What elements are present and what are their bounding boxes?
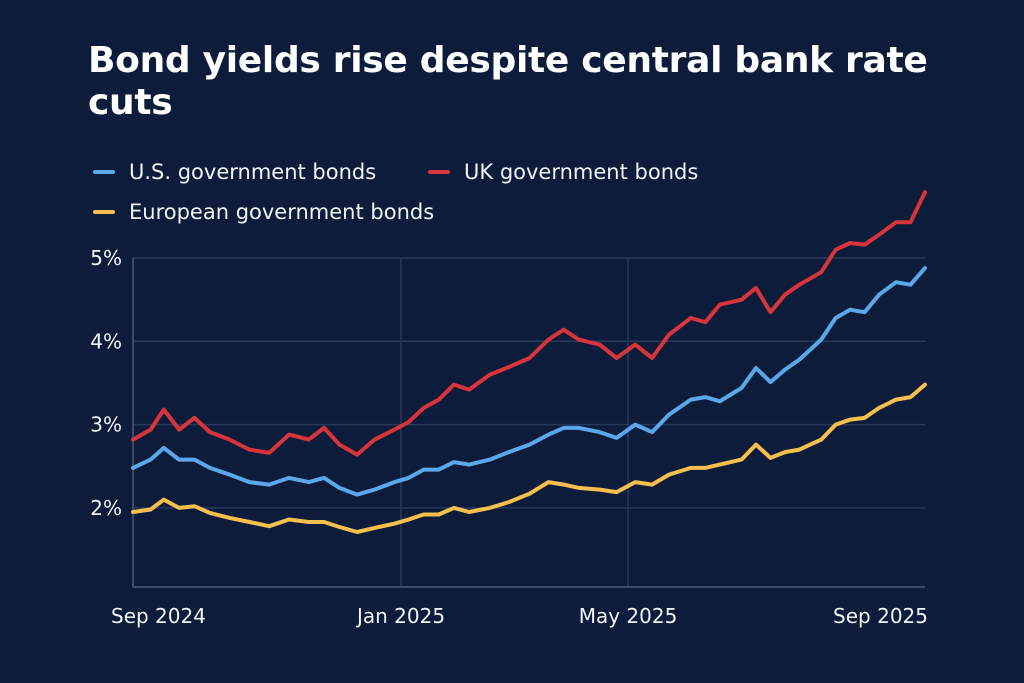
legend-swatch-uk (428, 170, 450, 174)
series-line-us (131, 266, 927, 497)
legend-swatch-europe (93, 210, 115, 214)
x-tick-label: Sep 2025 (833, 604, 928, 628)
x-tick-label: Jan 2025 (355, 604, 445, 628)
x-tick-label: May 2025 (579, 604, 678, 628)
legend-item-us: U.S. government bonds (93, 160, 376, 184)
chart-title: Bond yields rise despite central bank ra… (88, 40, 928, 123)
y-tick-label: 2% (90, 496, 122, 520)
legend-label-europe: European government bonds (129, 200, 435, 224)
y-tick-label: 5% (90, 246, 122, 270)
series-line-europe (131, 382, 927, 534)
series-line-uk (131, 190, 927, 457)
legend-swatch-us (93, 170, 115, 174)
legend-label-us: U.S. government bonds (129, 160, 377, 184)
y-tick-label: 3% (90, 413, 122, 437)
legend-item-europe: European government bonds (93, 200, 434, 224)
x-tick-label: Sep 2024 (111, 604, 206, 628)
legend-item-uk: UK government bonds (428, 160, 698, 184)
y-tick-label: 4% (90, 329, 122, 353)
legend-label-uk: UK government bonds (464, 160, 699, 184)
